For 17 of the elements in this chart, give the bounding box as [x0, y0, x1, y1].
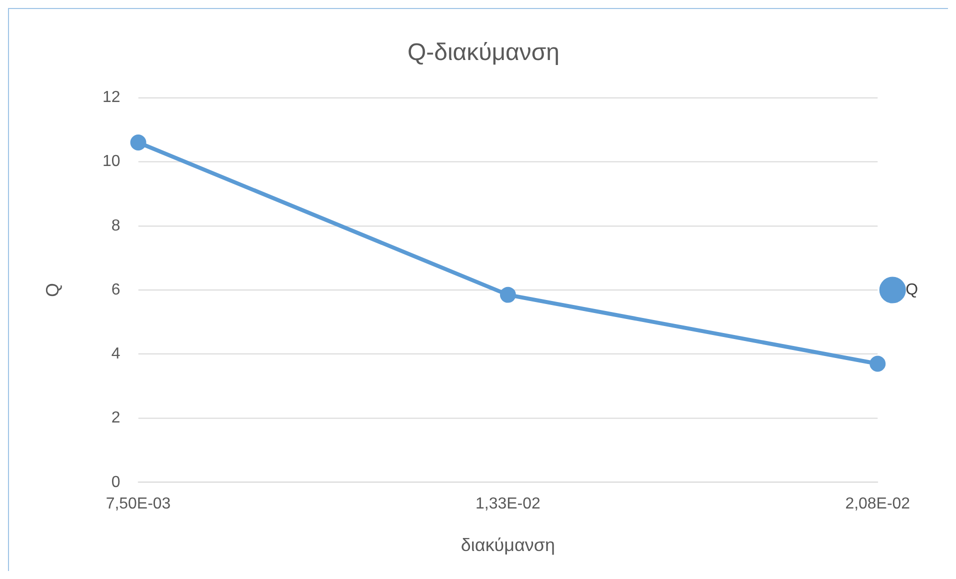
x-tick-label: 7,50E-03: [106, 495, 171, 512]
y-tick-label: 6: [111, 281, 120, 298]
y-tick-label: 8: [111, 217, 120, 234]
y-tick-label: 4: [111, 346, 120, 363]
y-tick-label: 0: [111, 474, 120, 491]
chart-title: Q-διακύμανση: [408, 38, 560, 66]
point: [870, 356, 886, 372]
y-tick-label: 2: [111, 410, 120, 427]
point: [130, 134, 146, 151]
x-tick-label: 1,33E-02: [476, 495, 540, 512]
point: [500, 286, 516, 303]
y-tick-label: 12: [102, 89, 120, 106]
x-tick-label: 2,08E-02: [845, 495, 910, 512]
legend-label: Q: [906, 281, 918, 298]
x-axis-title: διακύμανση: [460, 535, 555, 556]
y-tick-label: 10: [102, 153, 120, 170]
y-axis-title: Q: [42, 282, 63, 297]
